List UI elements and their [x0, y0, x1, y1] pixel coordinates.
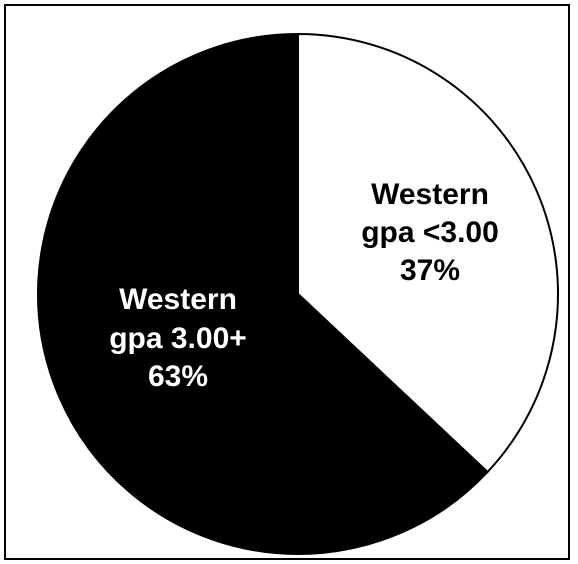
pie-slice-1	[37, 32, 489, 555]
pie-slices	[37, 32, 559, 555]
pie-slice-0	[297, 32, 559, 474]
slice-label-1-line-2: 63%	[148, 360, 208, 393]
slice-label-1-line-0: Western	[119, 283, 237, 316]
slice-label-0-line-2: 37%	[400, 254, 460, 287]
slice-label-0-line-1: gpa <3.00	[361, 216, 499, 249]
slice-label-1-line-1: gpa 3.00+	[109, 322, 247, 355]
pie-labels: Western gpa <3.00 37% Western gpa 3.00+ …	[109, 178, 499, 393]
slice-label-0-line-0: Western	[371, 178, 489, 211]
